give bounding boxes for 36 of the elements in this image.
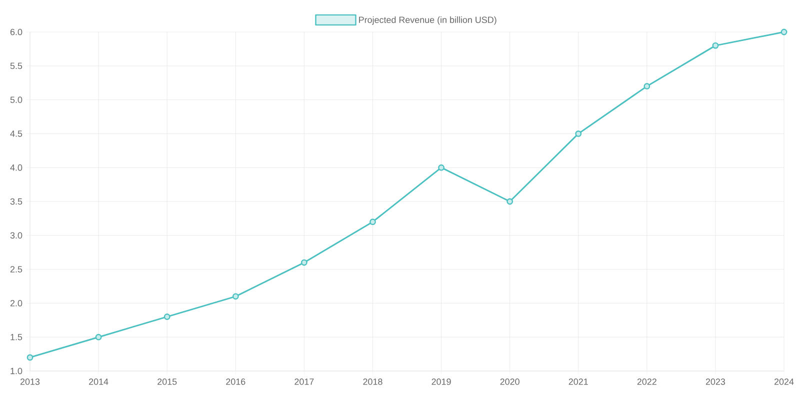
x-tick-label: 2013 bbox=[20, 378, 40, 385]
point bbox=[232, 293, 239, 300]
y-tick-label: 1.0 bbox=[10, 368, 22, 374]
y-tick-label: 2.0 bbox=[10, 300, 22, 306]
point bbox=[300, 259, 308, 266]
point bbox=[575, 130, 582, 137]
point bbox=[438, 164, 444, 171]
y-tick-label: 2.5 bbox=[10, 266, 22, 272]
x-tick-label: 2020 bbox=[500, 378, 520, 385]
x-tick-label: 2024 bbox=[774, 378, 794, 385]
x-tick-label: 2021 bbox=[568, 378, 588, 385]
x-tick-label: 2022 bbox=[637, 378, 656, 385]
x-tick-label: 2023 bbox=[706, 378, 726, 385]
point bbox=[164, 314, 170, 320]
y-tick-label: 5.0 bbox=[10, 96, 22, 103]
point bbox=[644, 83, 650, 90]
y-tick-label: 4.0 bbox=[10, 164, 22, 171]
point bbox=[95, 334, 102, 340]
point bbox=[506, 198, 514, 205]
y-tick-label: 5.5 bbox=[10, 62, 22, 70]
y-tick-label: 3.0 bbox=[10, 232, 22, 239]
point bbox=[370, 218, 376, 226]
y-tick-label: 3.5 bbox=[10, 198, 22, 205]
legend-label: Projected Revenue (in billion USD) bbox=[359, 16, 496, 25]
point bbox=[26, 354, 34, 361]
x-tick-label: 2014 bbox=[89, 378, 108, 385]
y-tick-label: 6.0 bbox=[10, 28, 22, 36]
x-tick-label: 2018 bbox=[363, 378, 382, 385]
x-tick-label: 2015 bbox=[158, 378, 177, 385]
x-tick-label: 2017 bbox=[294, 378, 314, 385]
point bbox=[780, 28, 788, 36]
x-tick-label: 2019 bbox=[432, 378, 451, 385]
point bbox=[712, 42, 719, 49]
y-tick-label: 4.5 bbox=[10, 130, 22, 137]
y-tick-label: 1.5 bbox=[10, 334, 22, 340]
x-tick-label: 2016 bbox=[226, 378, 246, 385]
